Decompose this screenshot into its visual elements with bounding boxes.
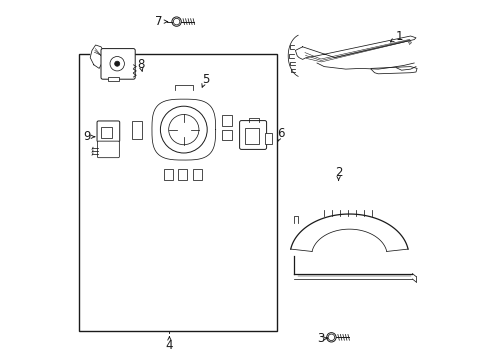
- Bar: [132, 121, 143, 139]
- Text: 6: 6: [277, 127, 285, 140]
- Polygon shape: [90, 45, 106, 68]
- Text: 8: 8: [137, 58, 144, 71]
- Text: 2: 2: [335, 166, 343, 179]
- Circle shape: [327, 333, 336, 342]
- Polygon shape: [291, 214, 408, 252]
- Bar: [193, 169, 202, 180]
- Text: 3: 3: [317, 332, 324, 345]
- Circle shape: [172, 17, 181, 26]
- Bar: [178, 169, 187, 180]
- Polygon shape: [295, 36, 416, 59]
- Bar: [265, 133, 272, 144]
- Text: 5: 5: [202, 73, 209, 86]
- FancyBboxPatch shape: [97, 121, 120, 142]
- Text: 7: 7: [155, 15, 162, 28]
- Bar: [245, 128, 259, 144]
- Bar: [221, 130, 232, 140]
- Bar: [108, 77, 119, 81]
- Circle shape: [328, 334, 335, 341]
- Bar: [101, 127, 112, 138]
- Circle shape: [110, 57, 124, 71]
- Circle shape: [160, 106, 207, 153]
- FancyBboxPatch shape: [98, 141, 120, 158]
- FancyBboxPatch shape: [240, 121, 267, 149]
- Polygon shape: [152, 99, 216, 160]
- Circle shape: [169, 114, 199, 145]
- Circle shape: [173, 18, 180, 25]
- Text: 9: 9: [83, 130, 90, 143]
- Bar: [79, 54, 277, 331]
- Bar: [221, 115, 232, 126]
- Text: 4: 4: [166, 339, 173, 352]
- FancyBboxPatch shape: [101, 49, 135, 79]
- Circle shape: [115, 61, 120, 66]
- Bar: [164, 169, 173, 180]
- Text: 1: 1: [396, 30, 404, 42]
